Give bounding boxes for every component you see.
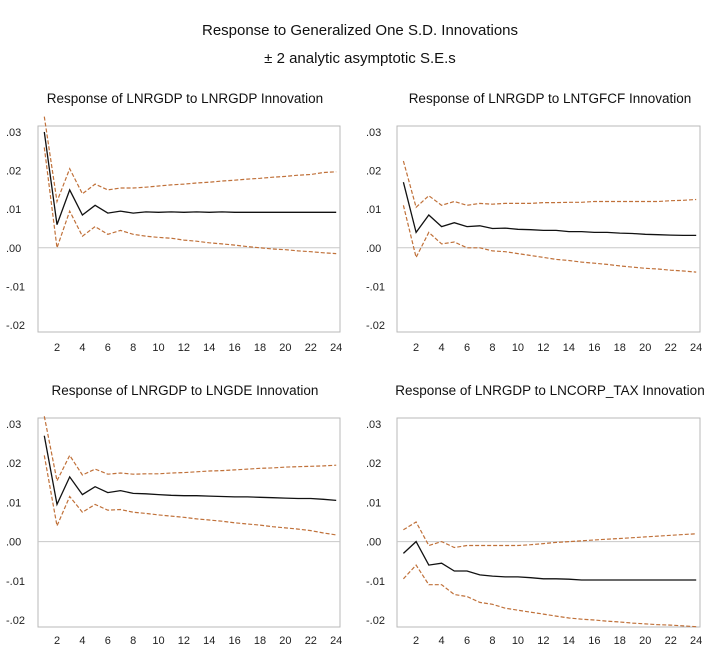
x-tick-label: 18 (254, 342, 266, 354)
x-tick-label: 10 (152, 342, 164, 354)
x-tick-label: 4 (79, 342, 85, 354)
figure-subtitle: ± 2 analytic asymptotic S.E.s (264, 50, 456, 67)
x-tick-label: 18 (254, 635, 266, 647)
plot-frame (396, 417, 701, 628)
upper-band-line (402, 160, 697, 209)
y-tick-label: .03 (6, 127, 21, 139)
lower-band-line (402, 564, 697, 628)
y-tick-label: .00 (6, 243, 21, 255)
x-tick-label: 8 (489, 342, 495, 354)
panel-title: Response of LNRGDP to LNTGFCF Innovation (409, 91, 692, 106)
chart-panel-lncorp-tax: Response of LNRGDP to LNCORP_TAX Innovat… (366, 383, 705, 647)
y-tick-label: .03 (366, 419, 381, 431)
y-tick-label: .01 (366, 497, 381, 509)
y-tick-label: .00 (6, 537, 21, 549)
x-tick-label: 16 (229, 635, 241, 647)
lower-band-line (43, 455, 337, 536)
response-line (402, 540, 697, 581)
x-tick-label: 22 (665, 635, 677, 647)
plot-frame (396, 125, 701, 333)
x-tick-label: 12 (178, 342, 190, 354)
y-tick-label: .00 (366, 243, 381, 255)
x-tick-label: 22 (305, 635, 317, 647)
y-tick-label: -.02 (6, 320, 25, 332)
y-tick-label: .01 (6, 204, 21, 216)
x-tick-label: 12 (178, 635, 190, 647)
y-tick-label: .03 (6, 419, 21, 431)
x-tick-label: 10 (512, 342, 524, 354)
x-tick-label: 24 (330, 635, 342, 647)
panel-title: Response of LNRGDP to LNRGDP Innovation (47, 91, 323, 106)
x-tick-label: 24 (690, 635, 702, 647)
x-tick-label: 2 (54, 635, 60, 647)
x-tick-label: 6 (105, 342, 111, 354)
x-tick-label: 16 (588, 635, 600, 647)
plot-frame (37, 125, 341, 333)
chart-panel-lngde: Response of LNRGDP to LNGDE Innovation .0… (6, 383, 342, 647)
x-tick-label: 20 (279, 635, 291, 647)
y-tick-label: -.01 (6, 281, 25, 293)
y-tick-label: -.01 (366, 281, 385, 293)
y-tick-label: .01 (6, 497, 21, 509)
upper-band-line (43, 116, 337, 204)
chart-panel-lnrgdp: Response of LNRGDP to LNRGDP Innovation.… (6, 91, 342, 354)
x-tick-label: 18 (614, 342, 626, 354)
x-tick-label: 8 (489, 635, 495, 647)
response-line (43, 435, 337, 507)
y-tick-label: .03 (366, 127, 381, 139)
response-line (43, 131, 337, 225)
y-tick-label: .00 (366, 537, 381, 549)
x-tick-label: 22 (305, 342, 317, 354)
y-tick-label: -.01 (366, 576, 385, 588)
x-tick-label: 16 (588, 342, 600, 354)
y-tick-label: .02 (366, 458, 381, 470)
y-tick-label: .01 (366, 204, 381, 216)
plot-frame (37, 417, 341, 628)
x-tick-label: 6 (464, 342, 470, 354)
x-tick-label: 10 (512, 635, 524, 647)
y-tick-label: -.02 (366, 615, 385, 627)
x-tick-label: 2 (413, 342, 419, 354)
x-tick-label: 4 (79, 635, 85, 647)
x-tick-label: 8 (130, 635, 136, 647)
x-tick-label: 6 (105, 635, 111, 647)
x-tick-label: 14 (563, 635, 575, 647)
x-tick-label: 16 (229, 342, 241, 354)
upper-band-line (43, 416, 337, 483)
y-tick-label: .02 (366, 166, 381, 178)
panel-title: Response of LNRGDP to LNGDE Innovation (52, 383, 319, 398)
x-tick-label: 14 (203, 635, 215, 647)
x-tick-label: 18 (614, 635, 626, 647)
x-tick-label: 10 (152, 635, 164, 647)
x-tick-label: 14 (203, 342, 215, 354)
y-tick-label: -.02 (366, 320, 385, 332)
x-tick-label: 24 (690, 342, 702, 354)
x-tick-label: 4 (438, 342, 444, 354)
x-tick-label: 2 (413, 635, 419, 647)
x-tick-label: 24 (330, 342, 342, 354)
x-tick-label: 2 (54, 342, 60, 354)
x-tick-label: 14 (563, 342, 575, 354)
lower-band-line (43, 147, 337, 255)
x-tick-label: 20 (639, 342, 651, 354)
y-tick-label: -.02 (6, 615, 25, 627)
x-tick-label: 8 (130, 342, 136, 354)
response-line (402, 182, 697, 237)
upper-band-line (403, 521, 697, 549)
x-tick-label: 12 (537, 635, 549, 647)
panel-title: Response of LNRGDP to LNCORP_TAX Innovat… (395, 383, 704, 398)
x-tick-label: 4 (438, 635, 444, 647)
y-tick-label: .02 (6, 458, 21, 470)
x-tick-label: 20 (279, 342, 291, 354)
figure-title: Response to Generalized One S.D. Innovat… (201, 22, 519, 39)
lower-band-line (402, 205, 697, 273)
y-tick-label: -.01 (6, 576, 25, 588)
x-tick-label: 12 (537, 342, 549, 354)
chart-panel-lntgfcf: Response of LNRGDP to LNTGFCF Innovation… (366, 91, 702, 354)
x-tick-label: 20 (639, 635, 651, 647)
y-tick-label: .02 (6, 166, 21, 178)
x-tick-label: 6 (464, 635, 470, 647)
x-tick-label: 22 (665, 342, 677, 354)
